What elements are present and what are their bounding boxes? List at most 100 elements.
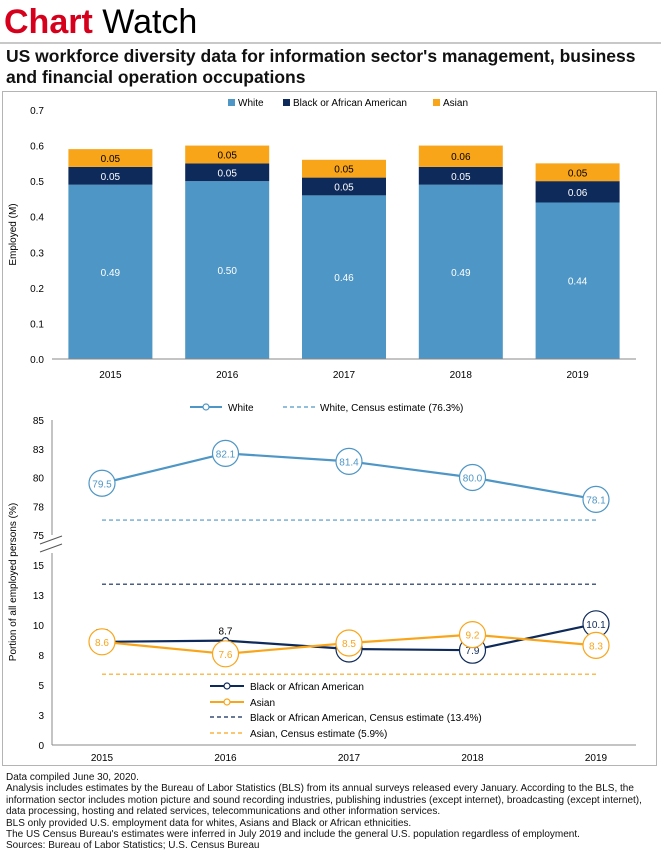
note-compiled: Data compiled June 30, 2020. [6, 772, 139, 783]
bar-value-label: 0.05 [334, 165, 354, 176]
line-x-tick-label: 2018 [461, 753, 484, 764]
bar-value-label: 0.05 [217, 168, 237, 179]
bar-segment-1-4 [535, 181, 620, 203]
bar-y-axis-label: Employed (M) [8, 203, 19, 265]
point-marker-0-2 [335, 447, 363, 475]
line-x-tick-label: 2019 [585, 753, 608, 764]
bar-value-label: 0.49 [451, 268, 471, 279]
point-label: 8.5 [342, 639, 356, 650]
bar-value-label: 0.44 [568, 277, 588, 288]
axis-break-mark [39, 543, 63, 553]
line-y-tick-label: 5 [38, 681, 44, 692]
line-x-tick-label: 2015 [91, 753, 114, 764]
line-y-tick-label: 80 [33, 474, 45, 485]
bar-value-label: 0.46 [334, 273, 354, 284]
point-marker-2-4 [582, 631, 610, 660]
axis-break-mark [39, 535, 63, 545]
point-marker-0-1 [211, 439, 240, 467]
line-legend-label-bottom-3: Asian, Census estimate (5.9%) [250, 729, 387, 740]
bar-segment-2-4 [535, 163, 620, 182]
note-census: The US Census Bureau's estimates were in… [6, 829, 580, 841]
point-marker-2-0 [88, 628, 116, 656]
point-label: 80.0 [463, 474, 483, 485]
point-marker-0-4 [582, 485, 610, 513]
line-legend-label-white-census: White, Census estimate (76.3%) [320, 403, 463, 414]
line-y-tick-label: 85 [33, 416, 45, 427]
bar-segment-2-2 [302, 159, 386, 178]
chart-title: US workforce diversity data for informat… [6, 46, 636, 87]
bar-y-tick-label: 0.2 [30, 284, 44, 295]
bar-legend-label-0: White [238, 98, 264, 109]
bar-segment-0-4 [535, 202, 620, 359]
bar-segment-2-0 [68, 149, 153, 167]
charts-svg: White Black or African American Asian 0.0 0.… [8, 98, 636, 764]
brand-part-2: Watch [92, 3, 198, 41]
point-label: 82.1 [216, 449, 236, 460]
bar-segment-1-0 [68, 166, 153, 185]
line-y-tick-label: 0 [38, 741, 44, 752]
line-x-tick-label: 2017 [338, 753, 361, 764]
bar-y-tick-label: 0.6 [30, 142, 44, 153]
line-y-tick-label: 15 [33, 561, 45, 572]
point-label: 79.5 [92, 479, 112, 490]
bar-segment-0-0 [68, 184, 153, 359]
bar-legend-swatch-2 [433, 99, 440, 106]
bar-value-label: 0.05 [101, 154, 121, 165]
point-label: 7.6 [219, 650, 233, 661]
bar-x-tick-label: 2015 [99, 370, 122, 381]
bar-segment-0-3 [418, 184, 503, 359]
bar-value-label: 0.06 [451, 152, 471, 163]
header: Chart Watch [0, 0, 661, 44]
line-legend-label-bottom-0: Black or African American [250, 682, 364, 693]
point-marker-2-3 [458, 620, 487, 649]
footnotes: Data compiled June 30, 2020. Analysis in… [6, 772, 656, 852]
line-y-tick-label: 75 [33, 531, 45, 542]
note-sources: Sources: Bureau of Labor Statistics; U.S… [6, 840, 260, 852]
header-rule [0, 42, 661, 44]
bar-y-tick-label: 0.7 [30, 106, 44, 117]
note-analysis: Analysis includes estimates by the Burea… [6, 783, 642, 818]
bar-x-tick-label: 2019 [566, 370, 589, 381]
point-label: 78.1 [586, 495, 606, 506]
bar-legend-label-2: Asian [443, 98, 468, 109]
point-marker-2-1 [211, 640, 240, 668]
bar-y-tick-label: 0.1 [30, 319, 44, 330]
bar-value-label: 0.05 [101, 172, 121, 183]
bar-value-label: 0.06 [568, 188, 588, 199]
line-legend-marker-bottom-1 [223, 698, 231, 706]
bar-value-label: 0.05 [334, 182, 354, 193]
bar-segment-2-3 [418, 145, 503, 167]
point-marker-0-3 [458, 463, 487, 492]
line-y-tick-label: 13 [33, 591, 45, 602]
bar-y-tick-label: 0.0 [30, 355, 44, 366]
bar-y-tick-label: 0.3 [30, 248, 44, 259]
bar-x-tick-label: 2017 [333, 370, 356, 381]
brand-part-1: Chart [4, 3, 93, 41]
bar-y-tick-label: 0.4 [30, 213, 44, 224]
line-legend-label-bottom-2: Black or African American, Census estima… [250, 713, 482, 724]
point-label: 81.4 [339, 457, 359, 468]
bar-value-label: 0.50 [217, 266, 237, 277]
line-y-tick-label: 10 [33, 621, 45, 632]
point-label: 10.1 [586, 620, 606, 631]
bar-segment-1-1 [185, 163, 270, 182]
bar-segment-0-2 [302, 195, 386, 359]
bar-value-label: 0.49 [101, 268, 121, 279]
bar-legend-swatch-0 [228, 99, 235, 106]
bar-legend-label-1: Black or African American [293, 98, 407, 109]
bar-value-label: 0.05 [568, 168, 588, 179]
bar-segment-0-1 [185, 181, 270, 359]
bar-legend-swatch-1 [283, 99, 290, 106]
point-marker-2-2 [335, 629, 363, 657]
line-legend-marker-white [202, 403, 210, 411]
point-marker-0-0 [88, 469, 116, 497]
line-legend-label-bottom-1: Asian [250, 698, 275, 709]
point-label: 8.7 [219, 627, 233, 638]
bar-y-tick-label: 0.5 [30, 177, 44, 188]
point-label: 8.6 [95, 638, 109, 649]
line-y-tick-label: 3 [38, 711, 44, 722]
line-y-tick-label: 83 [33, 445, 45, 456]
line-y-tick-label: 8 [38, 651, 44, 662]
point-label: 7.9 [466, 646, 480, 657]
note-ethnicities: BLS only provided U.S. employment data f… [6, 817, 412, 829]
